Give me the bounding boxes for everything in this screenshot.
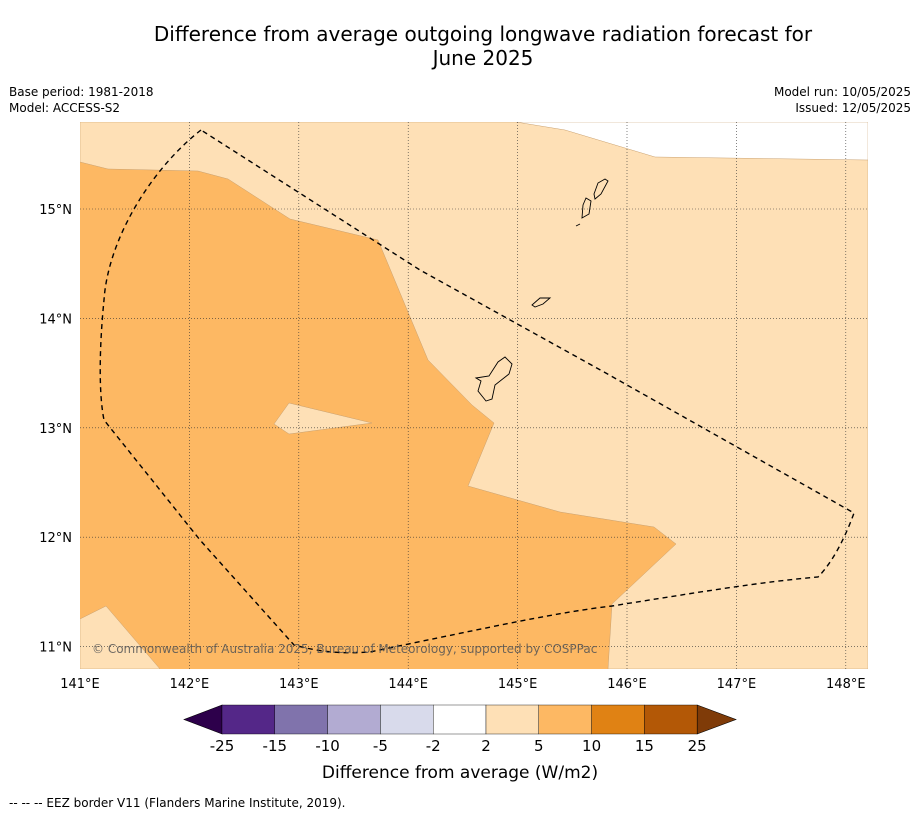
eez-border (99, 129, 855, 654)
colorbar-tick-label: -10 (315, 737, 340, 755)
anomaly-field-2-5-east (80, 122, 868, 669)
colorbar-label: Difference from average (W/m2) (322, 763, 598, 783)
colorbar-bin (380, 704, 434, 735)
anomaly-field-2-5-southwest (80, 605, 161, 669)
base-period: Base period: 1981-2018 (9, 85, 154, 99)
lat-tick-label: 14°N (39, 312, 72, 327)
lat-tick-label: 15°N (39, 203, 72, 218)
chart-title: Difference from average outgoing longwav… (0, 22, 919, 70)
island-tinian (581, 197, 592, 219)
island-guam (474, 356, 513, 402)
colorbar-tick-label: 5 (534, 737, 544, 755)
island-aguijan (575, 223, 581, 227)
model-run: Model run: 10/05/2025 (773, 85, 911, 99)
lon-tick-label: 146°E (607, 677, 647, 692)
footnote-eez: -- -- -- EEZ border V11 (Flanders Marine… (9, 796, 346, 810)
issued-date: Issued: 12/05/2025 (795, 101, 911, 115)
colorbar-tick-label: 25 (688, 737, 707, 755)
colorbar-tick-label: 15 (635, 737, 654, 755)
anomaly-field-neutral (515, 122, 868, 161)
longitude-labels: 141°E 142°E 143°E 144°E 145°E 146°E 147°E 148°E (60, 677, 865, 692)
colorbar-tick-label: -2 (426, 737, 441, 755)
colorbar-bin (274, 704, 328, 735)
colorbar-bin (485, 704, 539, 735)
colorbar-bin (644, 704, 698, 735)
lon-tick-label: 148°E (826, 677, 866, 692)
lon-tick-label: 142°E (170, 677, 210, 692)
lat-tick-label: 11°N (39, 641, 72, 656)
colorbar-tick-label: -5 (373, 737, 388, 755)
lon-tick-label: 141°E (60, 677, 100, 692)
colorbar-tick-label: 2 (481, 737, 491, 755)
colorbar-bin (433, 704, 487, 735)
title-line-2: June 2025 (432, 46, 534, 70)
island-rota (531, 297, 552, 308)
title-line-1: Difference from average outgoing longwav… (153, 22, 813, 46)
colorbar-tick-label: -15 (263, 737, 288, 755)
latitude-labels: 15°N 14°N 13°N 12°N 11°N (39, 203, 72, 656)
lon-tick-label: 144°E (388, 677, 428, 692)
colorbar-under-arrow (183, 704, 223, 735)
gridlines (80, 122, 868, 669)
colorbar-tick-label: 10 (582, 737, 601, 755)
island-saipan (593, 178, 609, 200)
colorbar-tick-label: -25 (210, 737, 235, 755)
colorbar: -25 -15 -10 -5 -2 2 5 10 15 25 (183, 704, 737, 755)
lon-tick-label: 145°E (498, 677, 538, 692)
colorbar-over-arrow (696, 704, 737, 735)
colorbar-bin (538, 704, 592, 735)
model-name: Model: ACCESS-S2 (9, 101, 121, 115)
map-area: © Commonwealth of Australia 2025, Bureau… (80, 122, 868, 669)
lon-tick-label: 147°E (717, 677, 757, 692)
lat-tick-label: 13°N (39, 422, 72, 437)
meta-right: Model run: 10/05/2025 Issued: 12/05/2025 (774, 84, 911, 116)
colorbar-bin (591, 704, 645, 735)
copyright-text: © Commonwealth of Australia 2025, Bureau… (92, 642, 597, 656)
lat-tick-label: 12°N (39, 531, 72, 546)
islands (474, 178, 609, 402)
lon-tick-label: 143°E (279, 677, 319, 692)
colorbar-bin (221, 704, 275, 735)
meta-left: Base period: 1981-2018 Model: ACCESS-S2 (9, 84, 154, 116)
colorbar-bin (327, 704, 381, 735)
